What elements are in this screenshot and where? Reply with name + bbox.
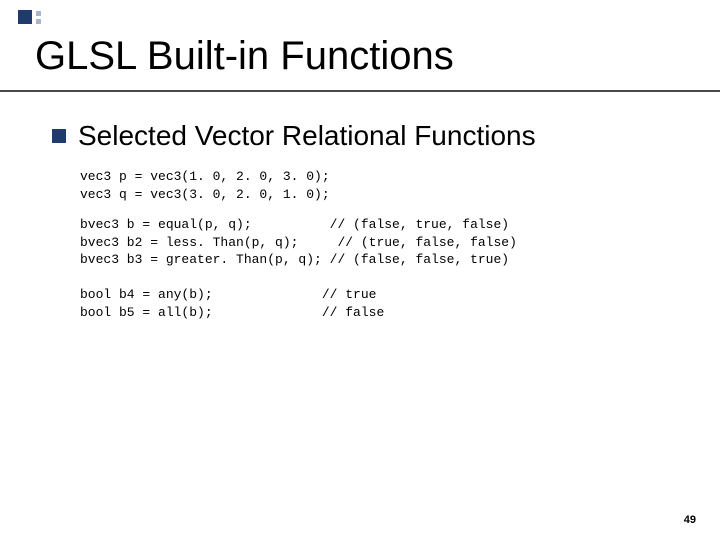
accent-squares xyxy=(18,10,41,24)
code-line: bvec3 b2 = less. Than(p, q); // (true, f… xyxy=(80,235,517,250)
code-line: vec3 p = vec3(1. 0, 2. 0, 3. 0); xyxy=(80,169,330,184)
code-block-2: bvec3 b = equal(p, q); // (false, true, … xyxy=(80,216,517,269)
code-line: bool b5 = all(b); // false xyxy=(80,305,384,320)
code-block-1: vec3 p = vec3(1. 0, 2. 0, 3. 0); vec3 q … xyxy=(80,168,330,203)
code-line: vec3 q = vec3(3. 0, 2. 0, 1. 0); xyxy=(80,187,330,202)
code-line: bvec3 b3 = greater. Than(p, q); // (fals… xyxy=(80,252,509,267)
accent-big-square xyxy=(18,10,32,24)
accent-small-square xyxy=(36,11,41,16)
slide-title: GLSL Built-in Functions xyxy=(35,34,454,79)
page-number: 49 xyxy=(684,514,696,526)
code-line: bvec3 b = equal(p, q); // (false, true, … xyxy=(80,217,509,232)
accent-small-col xyxy=(36,11,41,24)
code-line: bool b4 = any(b); // true xyxy=(80,287,376,302)
bullet-row: Selected Vector Relational Functions xyxy=(52,120,536,152)
horizontal-rule xyxy=(0,90,720,92)
slide-subtitle: Selected Vector Relational Functions xyxy=(78,120,536,152)
accent-small-square xyxy=(36,19,41,24)
slide-container: GLSL Built-in Functions Selected Vector … xyxy=(0,0,720,540)
bullet-square-icon xyxy=(52,129,66,143)
code-block-3: bool b4 = any(b); // true bool b5 = all(… xyxy=(80,286,384,321)
